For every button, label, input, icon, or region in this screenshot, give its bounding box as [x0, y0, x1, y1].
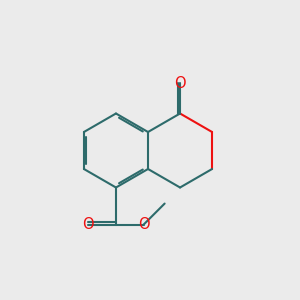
Text: O: O [138, 217, 149, 232]
Text: O: O [174, 76, 186, 91]
Text: O: O [82, 217, 94, 232]
